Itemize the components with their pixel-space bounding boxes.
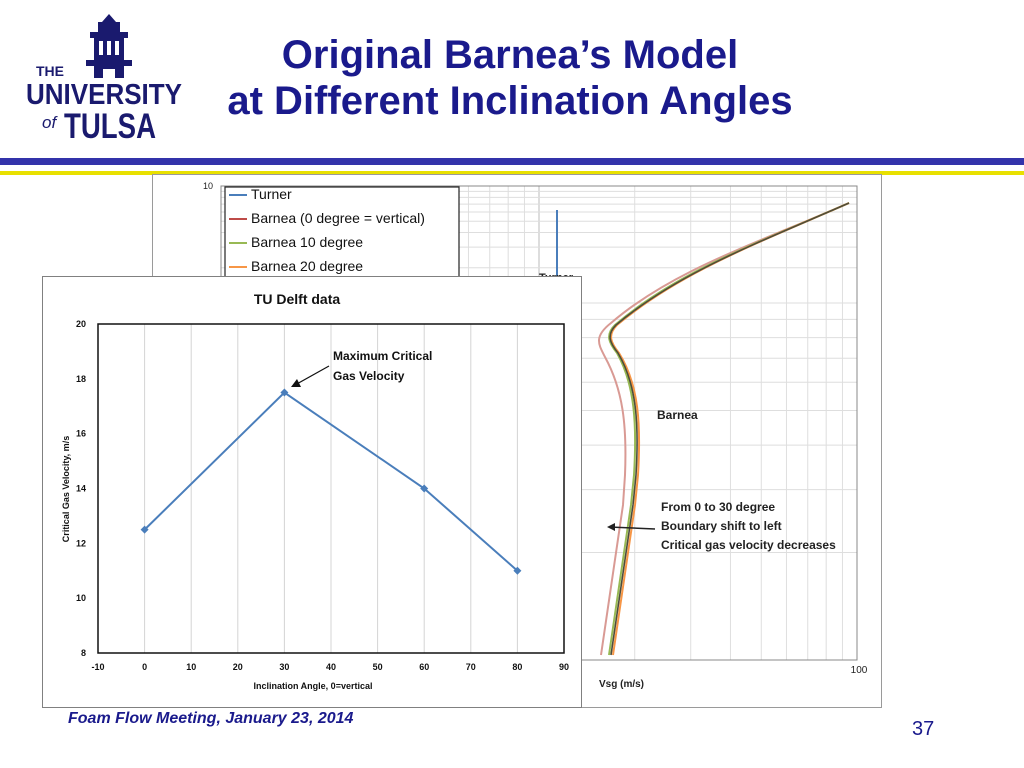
slide-title: Original Barnea’s Model at Different Inc… [190,32,830,124]
legend-entry: Turner [251,186,292,202]
barnea-10-series-line [608,202,850,656]
tu-delft-title: TU Delft data [254,291,341,307]
tu-delft-series-line [143,391,519,572]
shift-arrow [608,526,656,530]
tu-delft-x-tick: 90 [559,662,569,672]
tu-delft-ticks: -10 0 10 20 30 40 50 60 70 80 90 8 10 12 14 16 18 20 [76,319,569,672]
max-velocity-annotation-line-2: Gas Velocity [333,369,405,383]
tu-delft-y-axis-label: Critical Gas Velocity, m/s [61,436,71,542]
svg-text:THE: THE [36,63,64,79]
tu-delft-data-point [420,484,429,493]
barnea-legend: Turner Barnea (0 degree = vertical) Barnea… [224,186,460,282]
header-rule-blue [0,158,1024,165]
barnea-legend-box [224,186,460,282]
max-velocity-arrow-head [291,379,301,387]
tu-delft-chart-svg: TU Delft data -10 0 10 20 30 40 50 60 70 80 90 8 10 1… [61,291,569,691]
tu-delft-x-tick: 20 [233,662,243,672]
tu-delft-y-tick: 16 [76,429,86,439]
barnea-y-tick-top: 10 [203,181,213,191]
tu-delft-y-tick: 20 [76,319,86,329]
tu-delft-x-tick: 10 [186,662,196,672]
university-logo: THE UNIVERSITY of TULSA [24,14,186,146]
barnea-x-tick-right: 100 [851,665,868,676]
shift-arrow-head [607,523,615,531]
shift-annotation-line-3: Critical gas velocity decreases [661,538,836,552]
tu-delft-x-tick: 30 [279,662,289,672]
tu-delft-x-tick: 0 [142,662,147,672]
title-line-1: Original Barnea’s Model [281,33,739,77]
legend-entry: Barnea 20 degree [251,258,363,274]
tu-delft-data-point [513,566,522,575]
shift-annotation-line-1: From 0 to 30 degree [661,500,775,514]
tu-delft-x-axis-label: Inclination Angle, 0=vertical [254,681,373,691]
tu-delft-series [140,388,522,575]
tu-delft-data-point [280,388,289,397]
tulsa-logo-graphic: THE UNIVERSITY of TULSA [26,14,182,146]
page-number: 37 [912,718,935,740]
svg-text:UNIVERSITY: UNIVERSITY [26,79,182,111]
barnea-20-series-line [598,202,850,656]
tu-delft-x-tick: -10 [91,662,104,672]
svg-text:of: of [42,113,58,132]
tu-delft-data-point [140,525,149,534]
tu-delft-x-tick: 50 [373,662,383,672]
title-line-2: at Different Inclination Angles [227,79,793,123]
tu-delft-y-tick: 14 [76,484,86,494]
tu-delft-x-tick: 60 [419,662,429,672]
max-velocity-annotation-line-1: Maximum Critical [333,349,432,363]
tu-delft-chart: TU Delft data -10 0 10 20 30 40 50 60 70 80 90 8 10 1… [42,276,582,708]
footer-text: Foam Flow Meeting, January 23, 2014 [68,710,354,727]
tu-delft-plot-frame [97,323,565,654]
barnea-annotation: Barnea [657,408,698,422]
legend-entry: Barnea (0 degree = vertical) [251,210,425,226]
tu-delft-y-tick: 12 [76,538,86,548]
tu-delft-y-tick: 18 [76,374,86,384]
tu-delft-y-tick: 8 [81,648,86,658]
barnea-vertical-series-line [609,202,850,656]
tu-delft-gridlines [97,324,565,653]
legend-entry: Barnea 10 degree [251,234,363,250]
max-velocity-arrow [294,365,330,386]
barnea-x-axis-label: Vsg (m/s) [599,679,644,690]
header-rule-yellow [0,171,1024,175]
tu-delft-x-tick: 80 [512,662,522,672]
tu-delft-x-tick: 70 [466,662,476,672]
shift-annotation-line-2: Boundary shift to left [661,519,782,533]
svg-text:TULSA: TULSA [64,107,156,144]
tu-delft-y-tick: 10 [76,593,86,603]
tu-delft-x-tick: 40 [326,662,336,672]
